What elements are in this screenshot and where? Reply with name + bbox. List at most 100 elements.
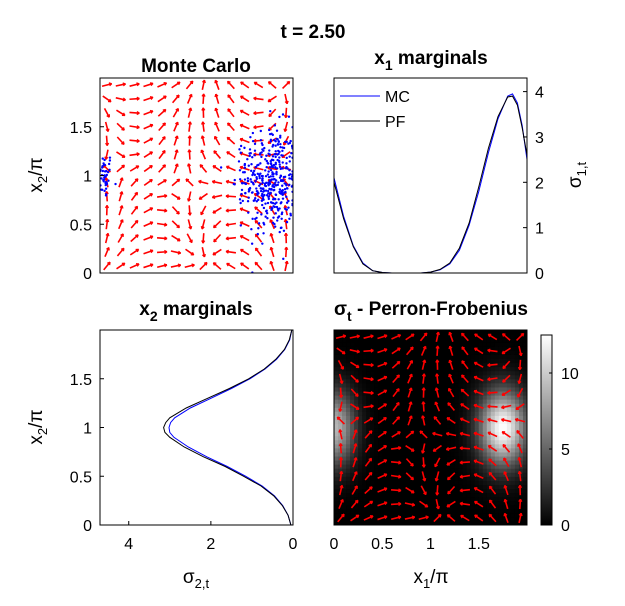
heatmap-cell [386,520,391,525]
heatmap-cell [430,508,436,514]
heatmap-cell [362,378,367,384]
heatmap-cell [502,407,508,412]
heatmap-cell [470,468,476,473]
quiver-arrow [422,457,425,468]
particle-point [261,143,264,147]
heatmap-cell [482,330,488,335]
quiver-arrow-head [355,429,358,433]
heatmap-cell [390,504,395,510]
quiver-arrow [225,195,237,198]
heatmap-cell [462,346,468,351]
quiver-arrow [518,345,522,356]
heatmap-cell [462,480,468,485]
quiver-arrow [419,500,429,508]
quiver-arrow-head [384,335,388,339]
heatmap-cell [382,476,387,481]
heatmap-cell [494,370,500,376]
heatmap-cell [406,423,411,429]
heatmap-cell [390,500,395,506]
heatmap-cell [458,382,464,388]
heatmap-cell [358,395,363,400]
heatmap-cell [510,447,516,453]
heatmap-cell [522,354,527,360]
heatmap-cell [470,431,476,437]
heatmap-cell [422,403,428,408]
heatmap-cell [494,366,500,372]
quiver-arrow-head [501,405,505,409]
heatmap-cell [442,407,448,412]
quiver-arrow [339,429,343,440]
heatmap-cell [466,390,472,396]
particle-point [275,129,279,132]
heatmap-cell [378,330,383,335]
heatmap-cell [406,374,411,380]
heatmap-cell [478,378,484,384]
heatmap-cell [358,338,363,343]
heatmap-cell [346,362,351,368]
heatmap-cell [490,407,496,412]
heatmap-cell [378,338,383,343]
quiver-arrow [158,136,166,146]
heatmap-cell [418,411,424,416]
quiver-arrow-head [164,195,168,199]
heatmap-cell [374,342,379,347]
heatmap-cell [514,476,520,481]
quiver-arrow [421,415,426,426]
particle-point [290,151,293,155]
heatmap-cell [474,464,480,469]
quiver-arrow [435,373,439,384]
quiver-arrow [156,237,168,240]
quiver-arrow-head [459,431,464,434]
heatmap-cell [474,447,480,453]
heatmap-cell [398,427,403,433]
heatmap-cell [482,447,488,453]
heatmap-cell [430,350,436,355]
heatmap-cell [506,399,512,404]
heatmap-cell [478,455,484,461]
heatmap-cell [486,378,492,384]
heatmap-cell [358,427,363,433]
heatmap-cell [426,334,432,339]
heatmap-cell [446,488,452,494]
heatmap-cell [398,480,403,485]
quiver-arrow [157,108,167,117]
heatmap-cell [506,512,512,518]
x-tick-label: 1 [426,536,435,553]
heatmap-cell [462,358,468,364]
heatmap-cell [454,382,460,388]
heatmap-cell [390,378,395,384]
heatmap-cell [378,382,383,388]
heatmap-cell [514,472,520,477]
heatmap-cell [350,330,355,335]
heatmap-cell [398,451,403,457]
heatmap-cell [418,386,424,392]
heatmap-cell [386,390,391,396]
heatmap-cell [358,378,363,384]
heatmap-cell [466,468,472,473]
heatmap-cell [478,476,484,481]
quiver-arrow-head [446,431,450,434]
particle-point [274,161,277,165]
heatmap-cell [362,472,367,477]
heatmap-cell [454,447,460,453]
heatmap-cell [470,492,476,498]
heatmap-cell [374,476,379,481]
quiver-arrow [435,331,440,343]
heatmap-cell [518,390,524,396]
heatmap-cell [522,370,527,376]
heatmap-cell [386,451,391,457]
quiver-arrow-head [187,212,191,216]
heatmap-cell [478,407,484,412]
particle-point [278,115,281,119]
heatmap-cell [386,378,391,384]
quiver-arrow [448,331,454,342]
particle-point [267,175,271,179]
particle-point [243,182,246,185]
heatmap-cell [334,468,339,473]
heatmap-cell [350,484,355,490]
heatmap-cell [454,472,460,477]
heatmap-cell [490,354,496,360]
heatmap-cell [490,439,496,445]
heatmap-cell [334,455,339,461]
